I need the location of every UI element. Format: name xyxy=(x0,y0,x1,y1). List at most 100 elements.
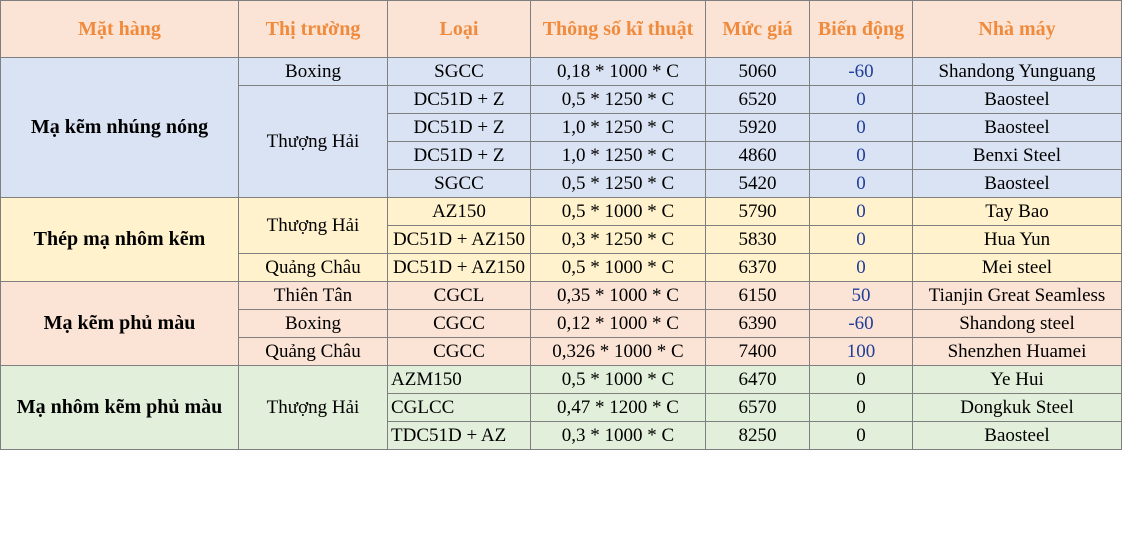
type-cell: DC51D + Z xyxy=(387,141,531,170)
type-cell: DC51D + AZ150 xyxy=(387,225,531,254)
category-cell: Mạ nhôm kẽm phủ màu xyxy=(0,365,239,450)
change-cell: 0 xyxy=(809,85,913,114)
type-cell: DC51D + AZ150 xyxy=(387,253,531,282)
factory-cell: Baosteel xyxy=(912,85,1122,114)
price-cell: 5420 xyxy=(705,169,810,198)
spec-cell: 0,12 * 1000 * C xyxy=(530,309,706,338)
price-cell: 6520 xyxy=(705,85,810,114)
spec-cell: 0,5 * 1000 * C xyxy=(530,365,706,394)
price-cell: 5830 xyxy=(705,225,810,254)
factory-cell: Baosteel xyxy=(912,113,1122,142)
spec-cell: 1,0 * 1250 * C xyxy=(530,113,706,142)
type-cell: TDC51D + AZ xyxy=(387,421,531,450)
change-cell: 0 xyxy=(809,141,913,170)
table-row: Thượng Hải DC51D + Z 0,5 * 1250 * C 6520… xyxy=(1,85,1122,198)
change-cell: 50 xyxy=(809,281,913,310)
spec-cell: 0,5 * 1250 * C xyxy=(530,85,706,114)
header-cell-market: Thị trường xyxy=(238,0,388,58)
spec-cell: 1,0 * 1250 * C xyxy=(530,141,706,170)
change-cell: 0 xyxy=(809,225,913,254)
factory-cell: Shandong steel xyxy=(912,309,1122,338)
change-cell: 100 xyxy=(809,337,913,366)
factory-cell: Baosteel xyxy=(912,169,1122,198)
table-row: SGCC 0,5 * 1250 * C 5420 0 Baosteel xyxy=(1,169,1122,198)
type-cell: AZ150 xyxy=(387,197,531,226)
table-row: DC51D + Z 1,0 * 1250 * C 4860 0 Benxi St… xyxy=(1,141,1122,170)
type-cell: DC51D + Z xyxy=(387,113,531,142)
type-cell: SGCC xyxy=(387,57,531,86)
price-table: Mặt hàng Thị trường Loại Thông số kĩ thu… xyxy=(0,0,1122,450)
header-cell-type: Loại xyxy=(387,0,531,58)
market-cell: Boxing xyxy=(238,309,388,338)
price-cell: 4860 xyxy=(705,141,810,170)
type-cell: CGCC xyxy=(387,309,531,338)
factory-cell: Baosteel xyxy=(912,421,1122,450)
table-row: Quảng Châu CGCC 0,326 * 1000 * C 7400 10… xyxy=(1,337,1122,366)
table-row: Thép mạ nhôm kẽm Thượng Hải AZ150 0,5 * … xyxy=(0,197,1122,282)
type-cell: DC51D + Z xyxy=(387,85,531,114)
type-cell: CGCC xyxy=(387,337,531,366)
change-cell: 0 xyxy=(809,365,913,394)
factory-cell: Ye Hui xyxy=(912,365,1122,394)
market-cell: Boxing xyxy=(238,57,388,86)
table-row: TDC51D + AZ 0,3 * 1000 * C 8250 0 Baoste… xyxy=(1,421,1122,450)
factory-cell: Tianjin Great Seamless xyxy=(912,281,1122,310)
category-cell: Mạ kẽm phủ màu xyxy=(0,281,239,366)
spec-cell: 0,47 * 1200 * C xyxy=(530,393,706,422)
change-cell: 0 xyxy=(809,421,913,450)
change-cell: 0 xyxy=(809,113,913,142)
header-cell-spec: Thông số kĩ thuật xyxy=(530,0,706,58)
price-cell: 6150 xyxy=(705,281,810,310)
price-cell: 6470 xyxy=(705,365,810,394)
price-cell: 8250 xyxy=(705,421,810,450)
factory-cell: Shandong Yunguang xyxy=(912,57,1122,86)
table-row: CGLCC 0,47 * 1200 * C 6570 0 Dongkuk Ste… xyxy=(1,393,1122,422)
type-cell: SGCC xyxy=(387,169,531,198)
type-cell: CGCL xyxy=(387,281,531,310)
table-row: Mạ nhôm kẽm phủ màu Thượng Hải AZM150 0,… xyxy=(0,365,1122,450)
type-cell: AZM150 xyxy=(387,365,531,394)
spec-cell: 0,35 * 1000 * C xyxy=(530,281,706,310)
factory-cell: Dongkuk Steel xyxy=(912,393,1122,422)
factory-cell: Mei steel xyxy=(912,253,1122,282)
market-cell: Thượng Hải xyxy=(238,365,388,450)
spec-cell: 0,5 * 1250 * C xyxy=(530,169,706,198)
spec-cell: 0,3 * 1000 * C xyxy=(530,421,706,450)
market-cell: Thiên Tân xyxy=(238,281,388,310)
change-cell: -60 xyxy=(809,309,913,338)
change-cell: 0 xyxy=(809,393,913,422)
price-cell: 5790 xyxy=(705,197,810,226)
price-cell: 7400 xyxy=(705,337,810,366)
price-cell: 5060 xyxy=(705,57,810,86)
price-cell: 6370 xyxy=(705,253,810,282)
change-cell: 0 xyxy=(809,197,913,226)
price-cell: 5920 xyxy=(705,113,810,142)
header-cell-price: Mức giá xyxy=(705,0,810,58)
spec-cell: 0,18 * 1000 * C xyxy=(530,57,706,86)
change-cell: 0 xyxy=(809,253,913,282)
factory-cell: Hua Yun xyxy=(912,225,1122,254)
category-cell: Thép mạ nhôm kẽm xyxy=(0,197,239,282)
factory-cell: Tay Bao xyxy=(912,197,1122,226)
spec-cell: 0,326 * 1000 * C xyxy=(530,337,706,366)
category-cell: Mạ kẽm nhúng nóng xyxy=(0,57,239,198)
price-cell: 6390 xyxy=(705,309,810,338)
header-cell-product: Mặt hàng xyxy=(0,0,239,58)
factory-cell: Benxi Steel xyxy=(912,141,1122,170)
header-cell-change: Biến động xyxy=(809,0,913,58)
header-cell-factory: Nhà máy xyxy=(912,0,1122,58)
market-cell: Quảng Châu xyxy=(238,337,388,366)
market-cell: Quảng Châu xyxy=(238,253,388,282)
price-cell: 6570 xyxy=(705,393,810,422)
factory-cell: Shenzhen Huamei xyxy=(912,337,1122,366)
spec-cell: 0,3 * 1250 * C xyxy=(530,225,706,254)
type-cell: CGLCC xyxy=(387,393,531,422)
change-cell: 0 xyxy=(809,169,913,198)
market-cell: Thượng Hải xyxy=(238,85,388,198)
market-cell: Thượng Hải xyxy=(238,197,388,254)
header-row: Mặt hàng Thị trường Loại Thông số kĩ thu… xyxy=(0,0,1122,58)
table-row: Mạ kẽm nhúng nóng Boxing SGCC 0,18 * 100… xyxy=(0,57,1122,198)
spec-cell: 0,5 * 1000 * C xyxy=(530,253,706,282)
spec-cell: 0,5 * 1000 * C xyxy=(530,197,706,226)
change-cell: -60 xyxy=(809,57,913,86)
